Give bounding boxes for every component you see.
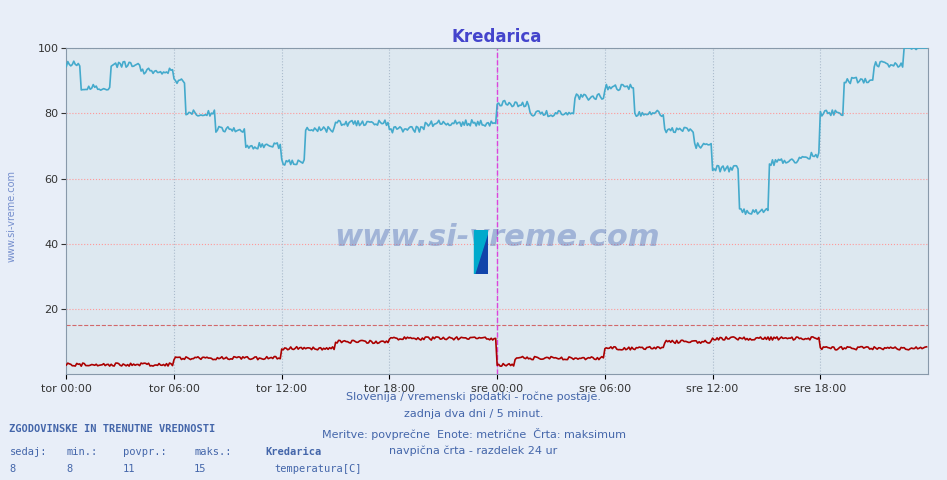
Text: maks.:: maks.: (194, 447, 232, 457)
Text: zadnja dva dni / 5 minut.: zadnja dva dni / 5 minut. (403, 409, 544, 420)
Text: povpr.:: povpr.: (123, 447, 167, 457)
Text: www.si-vreme.com: www.si-vreme.com (7, 170, 16, 262)
Text: min.:: min.: (66, 447, 98, 457)
Text: www.si-vreme.com: www.si-vreme.com (334, 223, 660, 252)
Text: sedaj:: sedaj: (9, 447, 47, 457)
Text: 11: 11 (123, 464, 135, 474)
Text: temperatura[C]: temperatura[C] (275, 464, 362, 474)
Text: 8: 8 (66, 464, 73, 474)
Text: Slovenija / vremenski podatki - ročne postaje.: Slovenija / vremenski podatki - ročne po… (346, 391, 601, 402)
Text: Kredarica: Kredarica (265, 447, 321, 457)
Text: Meritve: povprečne  Enote: metrične  Črta: maksimum: Meritve: povprečne Enote: metrične Črta:… (321, 428, 626, 440)
Text: navpična črta - razdelek 24 ur: navpična črta - razdelek 24 ur (389, 446, 558, 456)
Polygon shape (474, 230, 488, 274)
Polygon shape (474, 230, 488, 274)
Text: 15: 15 (194, 464, 206, 474)
Text: ZGODOVINSKE IN TRENUTNE VREDNOSTI: ZGODOVINSKE IN TRENUTNE VREDNOSTI (9, 424, 216, 434)
Text: 8: 8 (9, 464, 16, 474)
Title: Kredarica: Kredarica (452, 28, 543, 47)
